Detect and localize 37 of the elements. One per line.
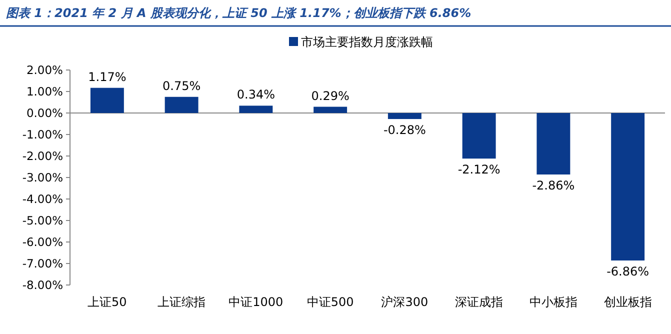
y-tick-label: 1.00% [26, 84, 64, 98]
y-tick-label: -6.00% [22, 235, 64, 249]
bar [239, 106, 273, 113]
y-tick-label: -1.00% [22, 128, 64, 142]
bar [90, 88, 124, 113]
bar [314, 106, 348, 113]
y-tick-label: -5.00% [22, 214, 64, 228]
y-tick-label: -3.00% [22, 170, 64, 184]
x-tick-label: 上证综指 [158, 295, 206, 309]
data-label: -2.12% [458, 162, 500, 177]
bar [536, 113, 570, 174]
bar [611, 113, 645, 260]
data-label: -6.86% [606, 264, 650, 278]
data-label: 0.34% [236, 88, 275, 102]
y-tick-label: -7.00% [22, 256, 64, 270]
y-tick-label: -4.00% [22, 192, 64, 206]
data-label: 0.29% [311, 88, 350, 103]
x-tick-label: 沪深300 [381, 295, 428, 309]
y-tick-label: -8.00% [22, 278, 64, 292]
legend-label: 市场主要指数月度涨跌幅 [301, 35, 433, 49]
x-tick-label: 深证成指 [455, 295, 504, 309]
x-tick-label: 中小板指 [529, 295, 578, 309]
x-tick-label: 中证1000 [228, 295, 284, 309]
y-tick-label: -2.00% [22, 149, 64, 163]
data-label: -2.86% [532, 178, 575, 192]
bar [388, 113, 422, 120]
data-label: -0.28% [383, 123, 426, 138]
chart-title: 图表 1：2021 年 2 月 A 股表现分化，上证 50 上涨 1.17%；创业板指下跌 6.86% [6, 6, 472, 20]
x-tick-label: 中证500 [306, 295, 354, 309]
bar [164, 96, 198, 113]
x-tick-label: 创业板指 [604, 295, 652, 309]
y-tick-label: 0.00% [26, 106, 64, 120]
y-tick-label: 2.00% [26, 63, 64, 77]
bar [462, 113, 496, 159]
data-label: 0.75% [162, 78, 201, 93]
x-tick-label: 上证50 [88, 295, 127, 309]
data-label: 1.17% [88, 70, 126, 84]
